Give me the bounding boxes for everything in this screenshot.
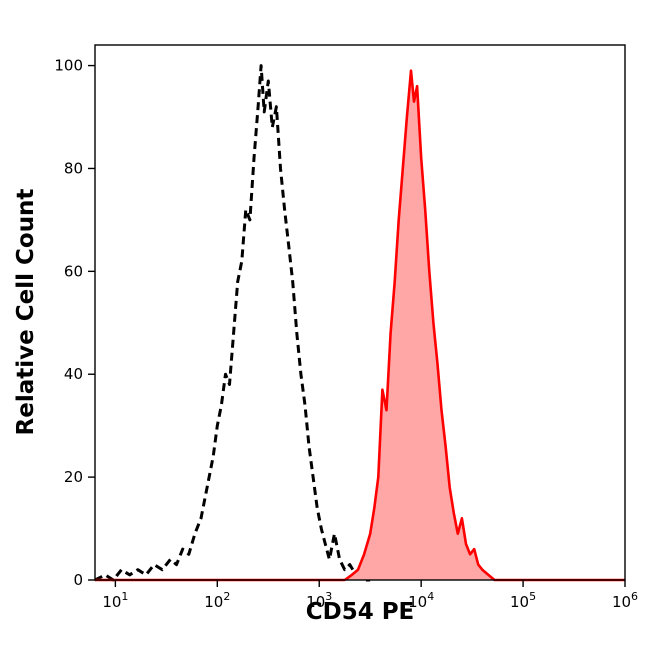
x-tick-label: 104 xyxy=(408,590,434,611)
y-tick-label: 0 xyxy=(73,571,83,589)
y-tick-label: 100 xyxy=(54,57,83,75)
x-tick-label: 101 xyxy=(102,590,128,611)
x-tick-label: 102 xyxy=(204,590,230,611)
plot-frame xyxy=(94,44,626,581)
x-tick-label: 106 xyxy=(612,590,638,611)
x-axis-label: CD54 PE xyxy=(305,599,415,625)
y-tick-label: 60 xyxy=(64,262,83,280)
x-tick-label: 105 xyxy=(510,590,536,611)
y-tick-label: 40 xyxy=(64,365,83,383)
y-tick-label: 80 xyxy=(64,159,83,177)
cd54-pe-stained-fill xyxy=(95,70,625,580)
x-tick-label: 103 xyxy=(306,590,332,611)
isotype-control-curve xyxy=(94,64,371,582)
cd54-pe-stained-curve xyxy=(95,69,625,582)
y-tick-label: 20 xyxy=(64,468,83,486)
y-axis-label: Relative Cell Count xyxy=(13,188,39,436)
